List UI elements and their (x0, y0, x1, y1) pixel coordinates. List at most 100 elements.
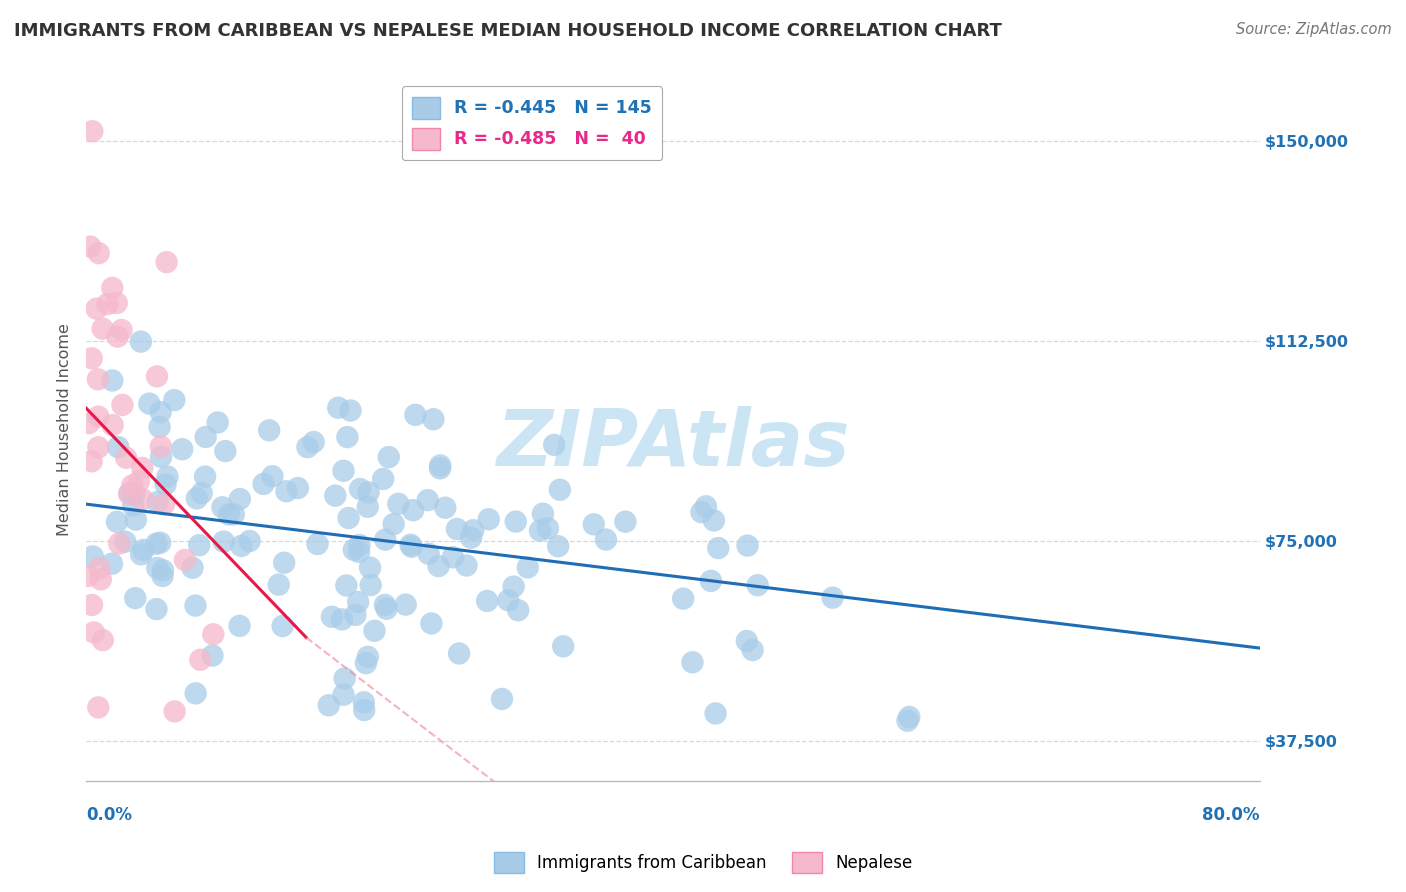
Point (252, 477, 274, 491)
Point (146, 369, 169, 384)
Point (330, 612, 353, 626)
Point (344, 607, 367, 622)
Text: 80.0%: 80.0% (1202, 806, 1260, 824)
Point (163, 705, 186, 719)
Point (496, 593, 519, 607)
Point (115, 450, 138, 465)
Point (207, 416, 229, 430)
Point (276, 484, 298, 499)
Point (79, 239, 101, 253)
Point (273, 556, 295, 570)
Point (347, 595, 370, 609)
Point (108, 536, 131, 550)
Point (211, 500, 233, 515)
Point (429, 461, 451, 475)
Point (82, 124, 104, 138)
Point (690, 505, 713, 519)
Point (387, 497, 409, 511)
Point (118, 487, 141, 501)
Point (174, 553, 197, 567)
Point (156, 469, 179, 483)
Point (456, 558, 478, 573)
Point (418, 547, 440, 561)
Point (188, 653, 211, 667)
Point (152, 569, 174, 583)
Point (336, 430, 359, 444)
Point (149, 420, 172, 434)
Point (101, 374, 124, 388)
Point (91, 321, 114, 335)
Point (287, 481, 309, 495)
Point (297, 440, 319, 454)
Point (172, 442, 194, 457)
Point (547, 539, 569, 553)
Point (184, 686, 207, 700)
Y-axis label: Median Household Income: Median Household Income (58, 323, 72, 536)
Point (101, 281, 124, 295)
Point (401, 540, 423, 554)
Point (363, 624, 385, 638)
Point (332, 464, 354, 478)
Point (149, 440, 172, 454)
Point (190, 486, 212, 500)
Point (672, 591, 695, 606)
Point (155, 477, 177, 491)
Text: 0.0%: 0.0% (86, 806, 132, 824)
Point (90, 572, 112, 586)
Point (124, 487, 146, 501)
Point (86, 301, 108, 316)
Point (553, 640, 575, 654)
Point (402, 503, 425, 517)
Point (508, 603, 530, 617)
Text: ZIPAtlas: ZIPAtlas (496, 406, 849, 482)
Point (707, 541, 730, 555)
Point (349, 538, 371, 552)
Point (138, 396, 160, 410)
Point (267, 577, 290, 591)
Point (77, 416, 100, 430)
Point (125, 513, 148, 527)
Point (543, 438, 565, 452)
Point (896, 714, 918, 728)
Point (737, 539, 759, 553)
Point (441, 550, 464, 565)
Point (449, 647, 471, 661)
Point (107, 329, 129, 343)
Point (357, 649, 380, 664)
Point (700, 574, 723, 588)
Point (357, 485, 380, 500)
Point (87, 409, 110, 424)
Point (429, 458, 451, 473)
Point (77, 569, 100, 583)
Point (505, 515, 527, 529)
Point (614, 515, 637, 529)
Point (502, 580, 524, 594)
Legend: R = -0.445   N = 145, R = -0.485   N =  40: R = -0.445 N = 145, R = -0.485 N = 40 (402, 87, 662, 161)
Point (374, 533, 396, 547)
Point (353, 695, 375, 709)
Text: IMMIGRANTS FROM CARIBBEAN VS NEPALESE MEDIAN HOUSEHOLD INCOME CORRELATION CHART: IMMIGRANTS FROM CARIBBEAN VS NEPALESE ME… (14, 22, 1002, 40)
Point (582, 517, 605, 532)
Point (307, 537, 329, 551)
Point (359, 560, 381, 574)
Point (257, 423, 280, 437)
Point (80, 598, 103, 612)
Point (399, 538, 422, 552)
Point (378, 450, 401, 464)
Point (262, 469, 284, 483)
Point (239, 534, 262, 549)
Point (83, 625, 105, 640)
Point (339, 403, 361, 417)
Point (537, 521, 560, 535)
Point (101, 418, 124, 433)
Point (332, 688, 354, 702)
Point (704, 706, 727, 721)
Point (222, 508, 245, 522)
Point (404, 408, 426, 422)
Point (302, 435, 325, 450)
Point (420, 616, 443, 631)
Point (821, 591, 844, 605)
Point (202, 627, 225, 641)
Point (703, 513, 725, 527)
Point (271, 619, 294, 633)
